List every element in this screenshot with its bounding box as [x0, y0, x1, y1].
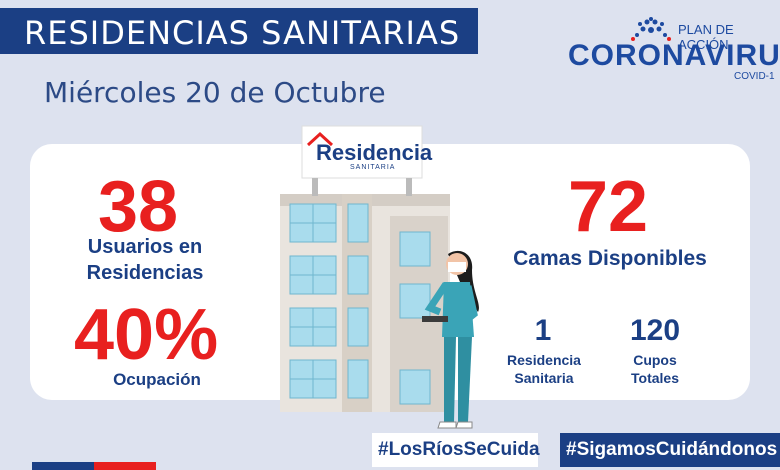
nurse-illustration [422, 250, 479, 429]
sign-sanitaria-text: SANITARIA [350, 164, 396, 171]
hashtag-los-rios-text: #LosRíosSeCuida [378, 439, 540, 460]
virus-dots-icon [631, 17, 671, 41]
logo-plan-text: PLAN DE ACCIÓN [678, 22, 734, 52]
title-banner: RESIDENCIAS SANITARIAS [0, 8, 478, 54]
occupancy-percent: 40% [74, 295, 219, 375]
house-roof-icon [306, 131, 334, 147]
users-count: 38 [98, 167, 179, 247]
logo-brand-text: CORONAVIRUS [568, 39, 780, 72]
flag-stripe-red [32, 462, 156, 470]
occupancy-label: Ocupación [113, 370, 201, 389]
slots-label-line-1: Cupos [633, 352, 677, 368]
logo-covid-text: COVID-1 [734, 71, 775, 82]
hashtag-sigamos: #SigamosCuidándonos [560, 433, 780, 467]
beds-count: 72 [568, 167, 649, 247]
users-label-line-2: Residencias [86, 262, 204, 284]
hashtag-sigamos-text: #SigamosCuidándonos [566, 439, 778, 460]
page-title: RESIDENCIAS SANITARIAS [24, 14, 461, 52]
sign-residencia-text: Residencia [316, 140, 433, 165]
coronavirus-plan-logo: PLAN DE ACCIÓN CORONAVIRUS COVID-1 [566, 10, 780, 86]
slots-count: 120 [629, 314, 681, 347]
residences-count: 1 [534, 314, 552, 347]
slots-label-line-2: Totales [631, 370, 679, 386]
residences-label-line-2: Sanitaria [514, 370, 574, 386]
date-label: Miércoles 20 de Octubre [44, 76, 386, 109]
beds-label: Camas Disponibles [513, 247, 707, 270]
residences-label-line-1: Residencia [507, 352, 581, 368]
building-illustration [280, 125, 450, 412]
users-label-line-1: Usuarios en [87, 236, 203, 258]
hashtag-los-rios: #LosRíosSeCuida [372, 433, 540, 467]
flag-stripe-blue [32, 462, 94, 470]
